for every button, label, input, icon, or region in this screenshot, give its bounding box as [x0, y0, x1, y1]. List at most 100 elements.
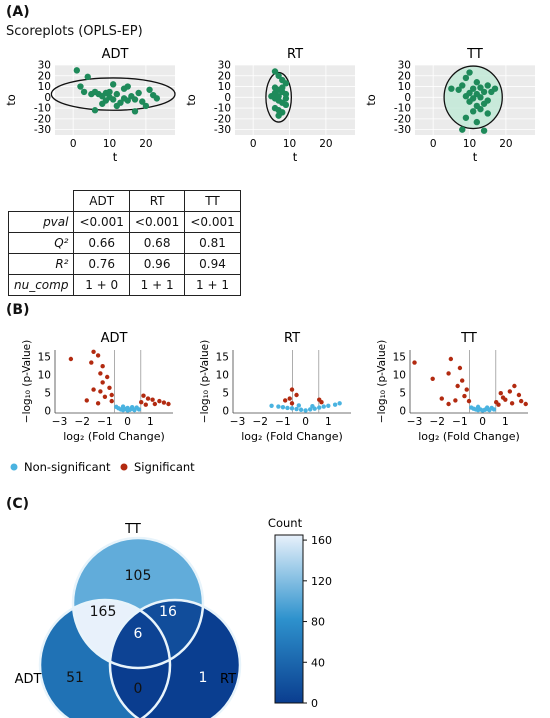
stats-cell: 1 + 1 [184, 274, 241, 296]
x-tick-label: −3 [230, 416, 245, 428]
y-tick-label: -20 [394, 113, 411, 125]
sig-point [150, 397, 155, 402]
x-tick-label: 0 [124, 416, 131, 428]
x-tick-label: −2 [429, 416, 444, 428]
sig-point [448, 356, 454, 362]
nonsig-point [484, 405, 490, 410]
x-axis-label: t [473, 150, 478, 164]
x-axis-label: t [293, 150, 298, 164]
panel-c-label: (C) [6, 496, 30, 512]
venn-outline-tt [71, 536, 205, 670]
y-tick-label: 15 [393, 352, 406, 364]
sig-point [89, 360, 94, 365]
x-axis-label: log₂ (Fold Change) [63, 430, 165, 443]
sig-point [294, 392, 299, 398]
y-tick-label: 30 [398, 60, 411, 72]
score-point [139, 98, 146, 105]
sig-point [107, 385, 112, 390]
sig-point [430, 376, 435, 381]
sig-point [157, 398, 162, 404]
venn-count: 51 [66, 670, 84, 686]
plot-title: ADT [101, 331, 128, 346]
x-tick-label: 1 [325, 416, 332, 428]
y-axis-label: to [184, 94, 198, 106]
y-tick-label: 15 [38, 352, 51, 364]
stats-corner [8, 190, 75, 212]
sig-point [512, 383, 517, 389]
y-tick-label: 10 [218, 81, 231, 93]
x-axis-label: t [113, 150, 118, 164]
y-tick-label: 30 [38, 60, 51, 72]
sig-point [100, 364, 105, 369]
x-tick-label: 10 [103, 138, 116, 150]
y-tick-label: -10 [34, 103, 51, 115]
nonsig-point [332, 402, 338, 407]
score-point [91, 107, 99, 114]
score-point [135, 89, 142, 97]
legend-item: Non-significant [10, 460, 111, 474]
sig-point [523, 401, 528, 407]
sig-point [466, 398, 472, 404]
colorbar-tick-label: 160 [311, 534, 332, 547]
venn-region-all-clip [110, 600, 170, 668]
y-tick-label: -20 [214, 113, 231, 125]
venn-outline-rt [108, 598, 242, 718]
x-tick-label: −3 [407, 416, 422, 428]
sig-point [100, 380, 105, 385]
sig-point [102, 394, 108, 399]
nonsig-point [298, 407, 304, 412]
stats-row-label: Q² [7, 232, 75, 254]
y-tick-label: -30 [394, 124, 411, 136]
sig-point [95, 401, 101, 406]
sig-point [464, 387, 469, 392]
plot-title: TT [466, 47, 483, 62]
sig-point [91, 387, 96, 392]
y-tick-label: -10 [214, 103, 231, 115]
sig-point [439, 396, 444, 401]
venn-count: 105 [125, 568, 152, 584]
nonsig-point [321, 404, 326, 409]
legend-marker [10, 463, 18, 471]
stats-cell: 0.94 [184, 253, 241, 275]
x-tick-label: 20 [499, 138, 512, 150]
score-point [455, 86, 462, 93]
y-tick-label: -30 [214, 124, 231, 136]
sig-point [518, 398, 524, 404]
volcano-plot-adt: ADT 0 5 10 15 −3 −2 −1 0 1 log₂ (Fold Change) −log₁… [21, 331, 173, 443]
volcano-plot-rt: RT 0 5 10 15 −3 −2 −1 0 1 log₂ (Fold Change) −log₁₀… [199, 331, 351, 443]
nonsig-point [317, 405, 322, 410]
y-tick-label: 0 [224, 92, 231, 104]
y-tick-label: 5 [44, 388, 51, 400]
score-point [466, 69, 473, 76]
score-point [484, 82, 491, 89]
score-point [131, 108, 139, 115]
score-point [469, 108, 477, 115]
nonsig-point [307, 407, 313, 412]
nonsig-point [120, 404, 126, 409]
stats-cell: <0.001 [184, 211, 241, 233]
stats-cell: 0.76 [73, 253, 130, 275]
nonsig-point [129, 405, 135, 410]
sig-point [496, 402, 501, 407]
sig-point [453, 398, 458, 403]
sig-point [98, 371, 103, 376]
stats-cell: 1 + 1 [128, 274, 186, 296]
score-point [80, 88, 88, 96]
sig-point [319, 400, 324, 405]
x-tick-label: 20 [139, 138, 152, 150]
nonsig-point [491, 407, 497, 412]
y-tick-label: 10 [393, 370, 406, 382]
panel-a-label: (A) [6, 4, 30, 20]
score-point [99, 100, 106, 107]
y-tick-label: 20 [38, 70, 51, 82]
stats-row-nucomp: nu_comp 1 + 0 1 + 1 1 + 1 [7, 274, 241, 296]
sig-point [446, 371, 451, 376]
sig-point [507, 389, 513, 394]
venn-region-all-clip [110, 600, 170, 668]
sig-point [95, 353, 101, 358]
colorbar [274, 534, 304, 704]
x-tick-label: 20 [319, 138, 332, 150]
venn-set-label-rt: RT [220, 672, 236, 687]
sig-point [143, 402, 148, 407]
